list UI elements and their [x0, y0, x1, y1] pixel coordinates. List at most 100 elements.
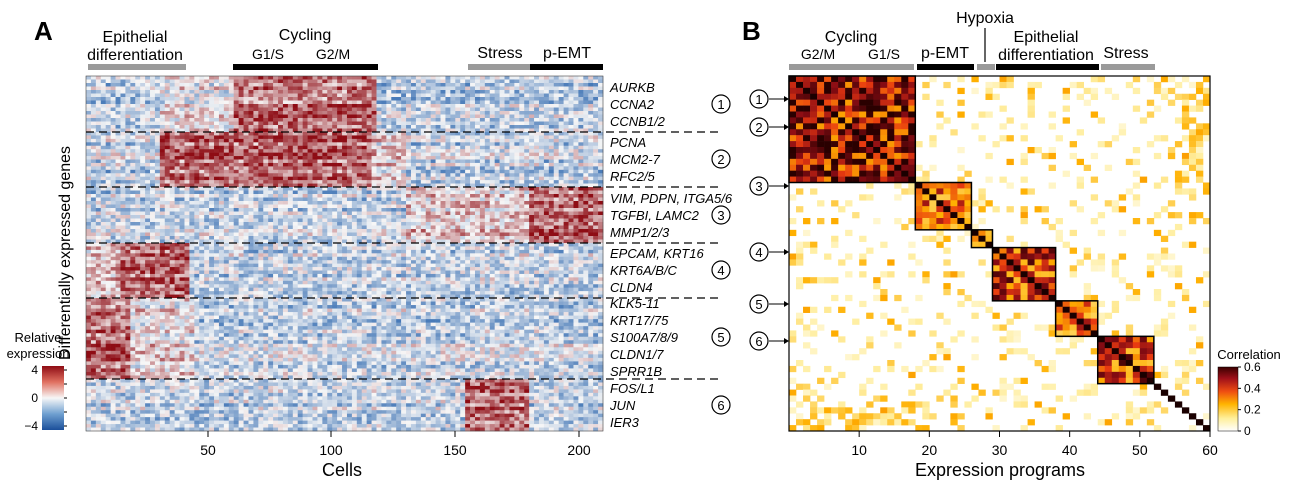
- heatmap-a-cell: [450, 190, 456, 195]
- heatmap-a-cell: [534, 104, 540, 108]
- heatmap-a-cell: [105, 114, 111, 119]
- heatmap-a-cell: [248, 135, 254, 140]
- heatmap-a-cell: [115, 194, 121, 198]
- heatmap-a-cell: [366, 225, 372, 230]
- heatmap-a-cell: [273, 156, 279, 160]
- heatmap-a-cell: [140, 104, 146, 108]
- heatmap-a-cell: [391, 211, 397, 216]
- heatmap-a-cell: [145, 239, 151, 244]
- heatmap-a-cell: [346, 162, 353, 167]
- heatmap-a-cell: [140, 187, 146, 191]
- heatmap-a-cell: [253, 76, 259, 80]
- heatmap-a-cell: [514, 194, 520, 198]
- heatmap-a-cell: [332, 100, 338, 105]
- heatmap-a-cell: [445, 125, 451, 129]
- heatmap-a-cell: [189, 201, 195, 205]
- heatmap-a-cell: [204, 86, 210, 91]
- heatmap-a-cell: [209, 197, 215, 202]
- heatmap-a-cell: [529, 138, 535, 143]
- heatmap-a-cell: [100, 93, 106, 98]
- heatmap-a-cell: [140, 229, 146, 233]
- heatmap-a-cell: [228, 128, 235, 133]
- heatmap-a-cell: [154, 208, 161, 212]
- heatmap-a-cell: [553, 121, 559, 126]
- heatmap-a-cell: [164, 135, 170, 140]
- heatmap-a-cell: [238, 180, 244, 184]
- heatmap-a-cell: [95, 83, 102, 87]
- heatmap-a-cell: [228, 201, 235, 205]
- heatmap-a-cell: [519, 107, 525, 112]
- heatmap-a-cell: [327, 142, 333, 147]
- heatmap-a-cell: [86, 114, 92, 119]
- heatmap-a-cell: [489, 135, 495, 140]
- heatmap-a-cell: [524, 201, 530, 205]
- heatmap-a-cell: [214, 156, 220, 160]
- heatmap-a-cell: [381, 197, 387, 202]
- heatmap-a-cell: [425, 111, 431, 115]
- heatmap-a-cell: [312, 232, 318, 237]
- heatmap-a-cell: [154, 166, 161, 171]
- heatmap-a-cell: [115, 201, 121, 205]
- heatmap-a-cell: [179, 90, 185, 94]
- heatmap-a-cell: [164, 111, 170, 115]
- heatmap-a-cell: [415, 194, 422, 198]
- heatmap-a-cell: [327, 138, 333, 143]
- heatmap-a-cell: [209, 90, 215, 94]
- heatmap-a-cell: [130, 90, 136, 94]
- heatmap-a-cell: [164, 86, 170, 91]
- heatmap-a-cell: [154, 197, 161, 202]
- heatmap-a-cell: [214, 215, 220, 219]
- heatmap-a-cell: [100, 239, 106, 244]
- heatmap-a-cell: [317, 118, 323, 122]
- heatmap-a-cell: [484, 114, 491, 119]
- heatmap-a-cell: [327, 229, 333, 233]
- heatmap-a-cell: [322, 132, 328, 136]
- heatmap-a-cell: [386, 135, 392, 140]
- heatmap-a-cell: [351, 201, 358, 205]
- heatmap-a-cell: [214, 135, 220, 140]
- heatmap-a-cell: [317, 111, 323, 115]
- heatmap-a-cell: [273, 222, 279, 226]
- heatmap-a-cell: [243, 197, 249, 202]
- heatmap-a-cell: [366, 121, 372, 126]
- heatmap-a-cell: [174, 239, 180, 244]
- heatmap-a-cell: [292, 107, 299, 112]
- heatmap-a-cell: [292, 156, 299, 160]
- heatmap-a-cell: [223, 149, 230, 153]
- heatmap-a-cell: [509, 76, 515, 80]
- heatmap-a-cell: [322, 190, 328, 195]
- heatmap-a-cell: [189, 159, 195, 164]
- heatmap-a-cell: [105, 187, 111, 191]
- heatmap-a-cell: [228, 162, 235, 167]
- heatmap-a-cell: [115, 100, 121, 105]
- heatmap-a-cell: [381, 215, 387, 219]
- heatmap-a-cell: [169, 176, 175, 181]
- heatmap-a-cell: [125, 107, 131, 112]
- heatmap-a-cell: [435, 107, 441, 112]
- heatmap-a-cell: [184, 125, 190, 129]
- heatmap-a-cell: [425, 152, 431, 157]
- heatmap-a-cell: [179, 93, 185, 98]
- heatmap-a-cell: [573, 176, 579, 181]
- heatmap-a-cell: [361, 76, 367, 80]
- heatmap-a-cell: [346, 145, 353, 150]
- heatmap-a-cell: [238, 215, 244, 219]
- heatmap-a-cell: [174, 145, 180, 150]
- heatmap-a-cell: [258, 215, 264, 219]
- heatmap-a-cell: [322, 152, 328, 157]
- heatmap-a-cell: [120, 79, 126, 84]
- heatmap-a-cell: [465, 128, 471, 133]
- heatmap-a-cell: [588, 176, 594, 181]
- heatmap-a-cell: [86, 236, 92, 240]
- heatmap-a-cell: [130, 159, 136, 164]
- heatmap-a-cell: [125, 118, 131, 122]
- heatmap-a-cell: [204, 107, 210, 112]
- heatmap-a-cell: [223, 93, 230, 98]
- heatmap-a-cell: [499, 183, 505, 188]
- heatmap-a-cell: [332, 176, 338, 181]
- heatmap-a-cell: [223, 121, 230, 126]
- heatmap-a-cell: [484, 159, 491, 164]
- heatmap-a-cell: [342, 194, 348, 198]
- heatmap-a-cell: [494, 114, 500, 119]
- heatmap-a-cell: [214, 166, 220, 171]
